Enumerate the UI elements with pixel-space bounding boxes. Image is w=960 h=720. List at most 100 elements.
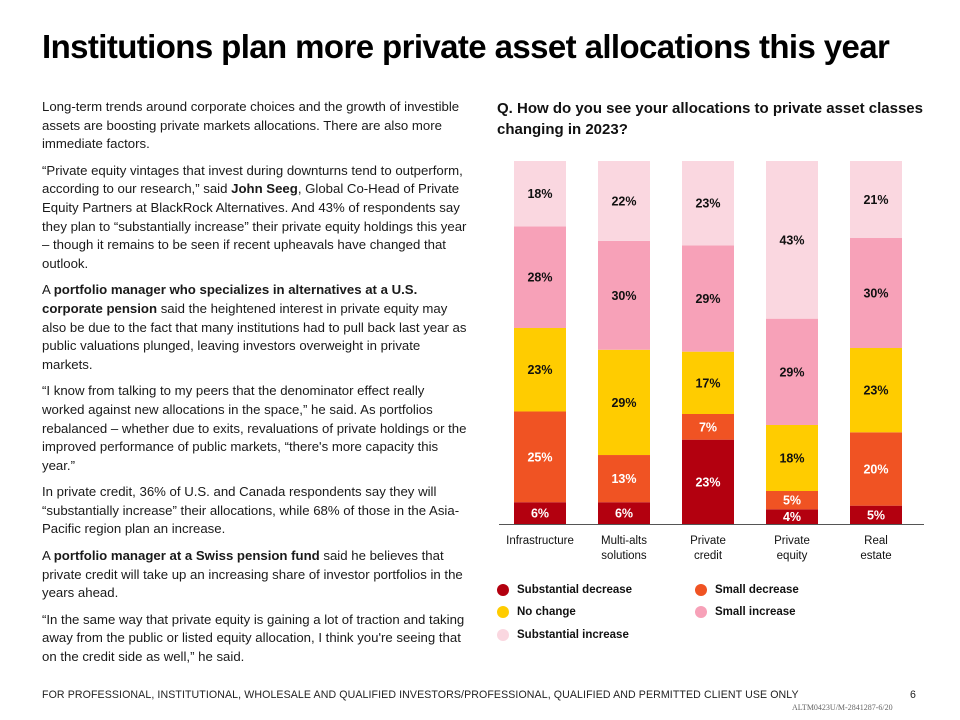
paragraph-7: “In the same way that private equity is … (42, 611, 470, 667)
bar-segment (850, 238, 902, 348)
data-label: 6% (531, 507, 549, 521)
bar-segment (850, 161, 902, 238)
bar-segment (850, 348, 902, 433)
data-label: 21% (863, 193, 888, 207)
data-label: 29% (779, 365, 804, 379)
data-label: 6% (615, 507, 633, 521)
bar-segment (682, 161, 734, 246)
footer-disclaimer: FOR PROFESSIONAL, INSTITUTIONAL, WHOLESA… (42, 689, 799, 701)
bar-segment (766, 491, 818, 510)
legend-item: Substantial decrease (497, 584, 632, 596)
paragraph-6: A portfolio manager at a Swiss pension f… (42, 547, 470, 603)
bar-segment (766, 425, 818, 491)
data-label: 5% (783, 494, 801, 508)
data-label: 28% (527, 271, 552, 285)
legend-item: Small decrease (695, 584, 799, 596)
bold-text: portfolio manager at a Swiss pension fun… (53, 548, 320, 564)
legend-label: Substantial increase (517, 629, 629, 641)
data-label: 30% (611, 289, 636, 303)
text-run: A (42, 282, 54, 298)
bar-segment (514, 226, 566, 328)
data-label: 23% (527, 363, 552, 377)
paragraph-2: “Private equity vintages that invest dur… (42, 162, 470, 274)
bold-text: John Seeg (231, 181, 298, 197)
text-run: A (42, 548, 54, 564)
legend-swatch (497, 629, 509, 641)
category-label: Multi-alts (601, 535, 647, 547)
data-label: 5% (867, 508, 885, 522)
text-run: In private credit, 36% of U.S. and Canad… (42, 484, 460, 537)
legend-swatch (695, 584, 707, 596)
text-run: “Private equity vintages that invest dur… (42, 162, 463, 197)
data-label: 29% (695, 292, 720, 306)
data-label: 13% (611, 472, 636, 486)
text-run: said he believes that private credit wil… (42, 548, 463, 601)
bar-segment (766, 318, 818, 425)
bar-segment (766, 161, 818, 319)
bar-segment (514, 161, 566, 227)
document-code: ALTM0423U/M-2841287-6/20 (792, 703, 893, 712)
data-label: 22% (611, 194, 636, 208)
legend-label: Small increase (715, 606, 796, 618)
bar-segment (514, 411, 566, 503)
legend-swatch (695, 606, 707, 618)
legend-item: No change (497, 606, 576, 618)
bar-segment (682, 414, 734, 440)
bar-segment (598, 455, 650, 503)
category-label: estate (860, 550, 891, 562)
bar-segment (766, 509, 818, 524)
data-label: 23% (695, 475, 720, 489)
body-text: Long-term trends around corporate choice… (42, 98, 470, 675)
legend-label: Substantial decrease (517, 584, 633, 596)
bar-segment (598, 240, 650, 350)
text-run: , Global Co-Head of Private Equity Partn… (42, 181, 467, 271)
data-label: 23% (863, 384, 888, 398)
category-label: equity (777, 550, 808, 562)
bar-segment (514, 327, 566, 412)
paragraph-3: A portfolio manager who specializes in a… (42, 281, 470, 374)
bold-text: portfolio manager who specializes in alt… (42, 282, 418, 316)
data-label: 20% (863, 463, 888, 477)
data-label: 29% (611, 396, 636, 410)
data-label: 7% (699, 420, 717, 434)
bar-segment (850, 432, 902, 506)
text-run: “In the same way that private equity is … (42, 611, 465, 665)
bar-segment (598, 349, 650, 456)
bar-segment (598, 502, 650, 524)
legend-label: Small decrease (715, 584, 799, 596)
category-label: solutions (601, 550, 647, 562)
chart-legend: Substantial decrease Small decrease No cha… (497, 584, 937, 654)
legend-item: Small increase (695, 606, 796, 618)
paragraph-4: “I know from talking to my peers that th… (42, 382, 470, 475)
category-label: Private (774, 535, 810, 547)
text-run: “I know from talking to my peers that th… (42, 383, 467, 473)
bar-segment (850, 505, 902, 524)
category-label: Infrastructure (506, 535, 574, 547)
text-run: said the heightened interest in private … (42, 300, 467, 372)
bar-segment (514, 502, 566, 524)
bar-segment (598, 161, 650, 241)
stacked-bar-chart: 6% 25% 23% 28% 18% Infrastructure 6% 13% 29% 30% 2… (499, 161, 924, 562)
legend-swatch (497, 606, 509, 618)
category-label: credit (694, 550, 723, 562)
chart-question: Q. How do you see your allocations to pr… (497, 100, 923, 138)
data-label: 18% (779, 452, 804, 466)
data-label: 30% (863, 287, 888, 301)
bar-segment (682, 351, 734, 414)
legend-swatch (497, 584, 509, 596)
category-label: Private (690, 535, 726, 547)
data-label: 4% (783, 510, 801, 524)
data-label: 23% (695, 197, 720, 211)
bar-segment (682, 439, 734, 524)
data-label: 17% (695, 376, 720, 390)
data-label: 25% (527, 450, 552, 464)
data-label: 43% (779, 233, 804, 247)
paragraph-5: In private credit, 36% of U.S. and Canad… (42, 483, 470, 539)
text-run: Long-term trends around corporate choice… (42, 99, 460, 152)
bar-segment (682, 245, 734, 352)
legend-item: Substantial increase (497, 629, 629, 641)
page-title: Institutions plan more private asset all… (42, 28, 890, 65)
page-number: 6 (910, 689, 916, 701)
paragraph-1: Long-term trends around corporate choice… (42, 98, 470, 154)
legend-label: No change (517, 606, 576, 618)
